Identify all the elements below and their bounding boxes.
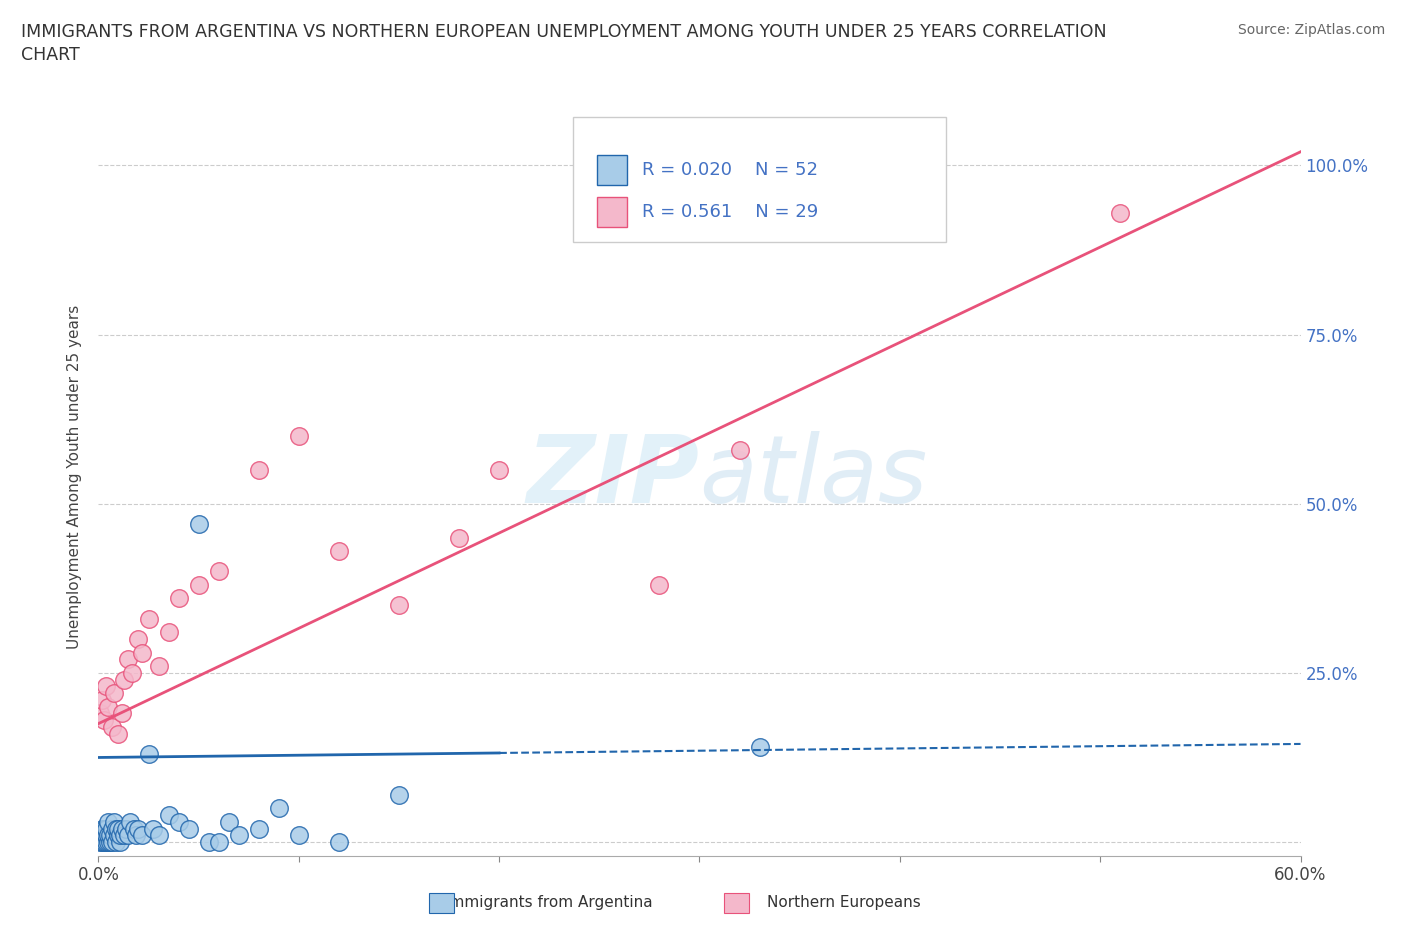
Point — [167, 591, 190, 605]
Point — [157, 807, 180, 822]
Point — [93, 712, 115, 727]
Point — [107, 821, 129, 836]
Point — [117, 828, 139, 843]
Point — [91, 828, 114, 843]
Point — [131, 645, 153, 660]
Point — [187, 516, 209, 531]
Point — [103, 815, 125, 830]
Point — [447, 530, 470, 545]
Point — [187, 578, 209, 592]
Point — [110, 828, 132, 843]
Point — [89, 828, 111, 843]
Point — [247, 821, 270, 836]
Point — [177, 821, 200, 836]
Point — [138, 611, 160, 626]
Point — [96, 834, 118, 849]
Point — [128, 631, 150, 646]
Point — [93, 821, 115, 836]
Point — [107, 828, 129, 843]
Point — [267, 801, 290, 816]
Point — [157, 625, 180, 640]
Point — [125, 828, 148, 843]
Point — [93, 834, 115, 849]
Point — [97, 815, 120, 830]
Point — [128, 821, 150, 836]
Point — [105, 821, 128, 836]
Point — [488, 462, 510, 477]
Point — [105, 834, 128, 849]
Point — [328, 544, 350, 559]
Point — [111, 706, 134, 721]
Point — [218, 815, 240, 830]
Point — [748, 740, 770, 755]
Text: CHART: CHART — [21, 46, 80, 64]
Text: atlas: atlas — [699, 432, 928, 522]
Point — [107, 726, 129, 741]
Text: Source: ZipAtlas.com: Source: ZipAtlas.com — [1237, 23, 1385, 37]
Bar — [598, 197, 627, 227]
Point — [148, 828, 170, 843]
Point — [96, 821, 118, 836]
Point — [124, 821, 146, 836]
Point — [141, 821, 163, 836]
Point — [388, 598, 411, 613]
Point — [131, 828, 153, 843]
Text: R = 0.561    N = 29: R = 0.561 N = 29 — [641, 203, 818, 221]
Point — [115, 821, 138, 836]
Point — [121, 666, 143, 681]
Bar — [598, 154, 627, 185]
Point — [208, 834, 231, 849]
Text: R = 0.020    N = 52: R = 0.020 N = 52 — [641, 161, 818, 179]
Point — [288, 828, 311, 843]
Point — [728, 442, 751, 457]
Text: ZIP: ZIP — [527, 431, 699, 523]
Point — [96, 828, 118, 843]
Point — [100, 834, 122, 849]
Point — [167, 815, 190, 830]
Point — [120, 815, 142, 830]
Point — [197, 834, 219, 849]
Point — [97, 828, 120, 843]
Point — [148, 658, 170, 673]
Point — [91, 834, 114, 849]
Point — [96, 679, 118, 694]
Point — [91, 821, 114, 836]
Point — [91, 693, 114, 708]
Text: Northern Europeans: Northern Europeans — [766, 895, 921, 910]
Point — [648, 578, 671, 592]
Point — [114, 828, 136, 843]
Point — [89, 706, 111, 721]
Point — [288, 429, 311, 444]
Point — [93, 828, 115, 843]
Point — [101, 821, 124, 836]
Text: IMMIGRANTS FROM ARGENTINA VS NORTHERN EUROPEAN UNEMPLOYMENT AMONG YOUTH UNDER 25: IMMIGRANTS FROM ARGENTINA VS NORTHERN EU… — [21, 23, 1107, 41]
Point — [114, 672, 136, 687]
Point — [103, 685, 125, 700]
Point — [228, 828, 250, 843]
Point — [101, 834, 124, 849]
FancyBboxPatch shape — [574, 116, 946, 242]
Point — [100, 828, 122, 843]
Point — [388, 788, 411, 803]
Point — [111, 821, 134, 836]
Point — [97, 699, 120, 714]
Y-axis label: Unemployment Among Youth under 25 years: Unemployment Among Youth under 25 years — [67, 304, 83, 649]
Text: Immigrants from Argentina: Immigrants from Argentina — [444, 895, 652, 910]
Point — [89, 834, 111, 849]
Point — [110, 834, 132, 849]
Point — [328, 834, 350, 849]
Point — [208, 564, 231, 578]
Point — [138, 747, 160, 762]
Point — [247, 462, 270, 477]
Point — [103, 828, 125, 843]
Point — [1109, 206, 1132, 220]
Point — [101, 720, 124, 735]
Point — [117, 652, 139, 667]
Point — [97, 834, 120, 849]
